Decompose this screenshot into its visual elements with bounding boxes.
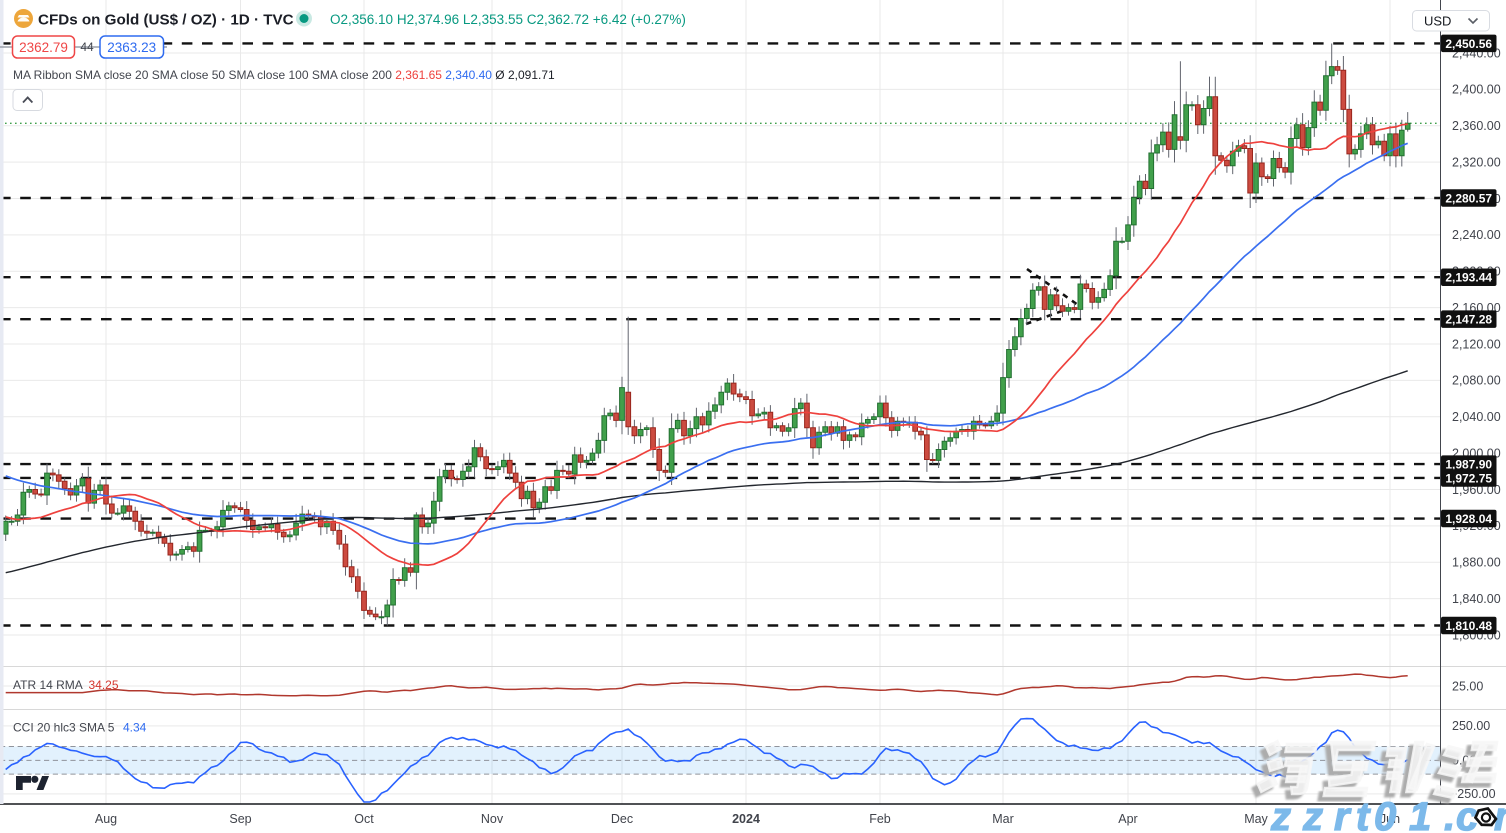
- svg-text:m: m: [1494, 795, 1506, 833]
- svg-text:CCI 20 hlc3 SMA 5 4.34: CCI 20 hlc3 SMA 5 4.34: [13, 721, 147, 735]
- svg-text:1,880.00: 1,880.00: [1452, 556, 1501, 570]
- svg-text:2,120.00: 2,120.00: [1452, 337, 1501, 351]
- svg-text:−250.00: −250.00: [1450, 787, 1496, 801]
- svg-text:2,400.00: 2,400.00: [1452, 83, 1501, 97]
- svg-text:0: 0: [1374, 795, 1396, 833]
- svg-text:Jun: Jun: [1380, 812, 1400, 826]
- svg-text:Mar: Mar: [992, 812, 1014, 826]
- svg-text:t: t: [1356, 795, 1371, 833]
- svg-text:CFDs on Gold (US$ / OZ) · 1D ·: CFDs on Gold (US$ / OZ) · 1D · TVC: [38, 12, 294, 29]
- svg-text:2,450.56: 2,450.56: [1445, 37, 1492, 51]
- svg-text:MA Ribbon SMA close 20 SMA clo: MA Ribbon SMA close 20 SMA close 50 SMA …: [13, 68, 555, 82]
- svg-text:Oct: Oct: [354, 812, 374, 826]
- svg-text:.: .: [1444, 795, 1455, 833]
- svg-text:2,360.00: 2,360.00: [1452, 119, 1501, 133]
- svg-text:1,987.90: 1,987.90: [1445, 458, 1492, 472]
- svg-text:1,928.04: 1,928.04: [1445, 512, 1492, 526]
- svg-text:2,040.00: 2,040.00: [1452, 410, 1501, 424]
- svg-text:2,193.44: 2,193.44: [1445, 271, 1492, 285]
- svg-text:1,810.48: 1,810.48: [1445, 619, 1492, 633]
- svg-text:2,320.00: 2,320.00: [1452, 155, 1501, 169]
- svg-text:ATR 14 RMA 34.25: ATR 14 RMA 34.25: [13, 678, 119, 692]
- svg-text:Dec: Dec: [611, 812, 633, 826]
- svg-text:z: z: [1302, 795, 1323, 833]
- svg-text:c: c: [1456, 795, 1478, 833]
- svg-text:Feb: Feb: [869, 812, 891, 826]
- svg-text:2,240.00: 2,240.00: [1452, 228, 1501, 242]
- svg-text:r: r: [1334, 795, 1352, 833]
- svg-text:Apr: Apr: [1118, 812, 1137, 826]
- svg-text:O2,356.10 H2,374.96 L2,353.55: O2,356.10 H2,374.96 L2,353.55 C2,362.72 …: [330, 12, 686, 27]
- svg-text:250.00: 250.00: [1452, 719, 1490, 733]
- svg-text:1,840.00: 1,840.00: [1452, 592, 1501, 606]
- svg-text:1: 1: [1409, 795, 1431, 833]
- svg-text:USD: USD: [1424, 13, 1451, 28]
- svg-text:May: May: [1244, 812, 1268, 826]
- svg-text:2,280.57: 2,280.57: [1445, 191, 1492, 205]
- svg-text:2362.79: 2362.79: [19, 40, 68, 55]
- svg-text:2363.23: 2363.23: [107, 40, 156, 55]
- svg-text:2024: 2024: [732, 812, 760, 826]
- svg-text:44: 44: [80, 40, 94, 54]
- svg-text:25.00: 25.00: [1452, 679, 1483, 693]
- svg-text:z: z: [1270, 795, 1291, 833]
- svg-text:Aug: Aug: [95, 812, 117, 826]
- svg-text:1,972.75: 1,972.75: [1445, 471, 1492, 485]
- svg-text:2,147.28: 2,147.28: [1445, 313, 1492, 327]
- svg-text:Nov: Nov: [481, 812, 504, 826]
- svg-text:Sep: Sep: [229, 812, 251, 826]
- svg-text:2,080.00: 2,080.00: [1452, 374, 1501, 388]
